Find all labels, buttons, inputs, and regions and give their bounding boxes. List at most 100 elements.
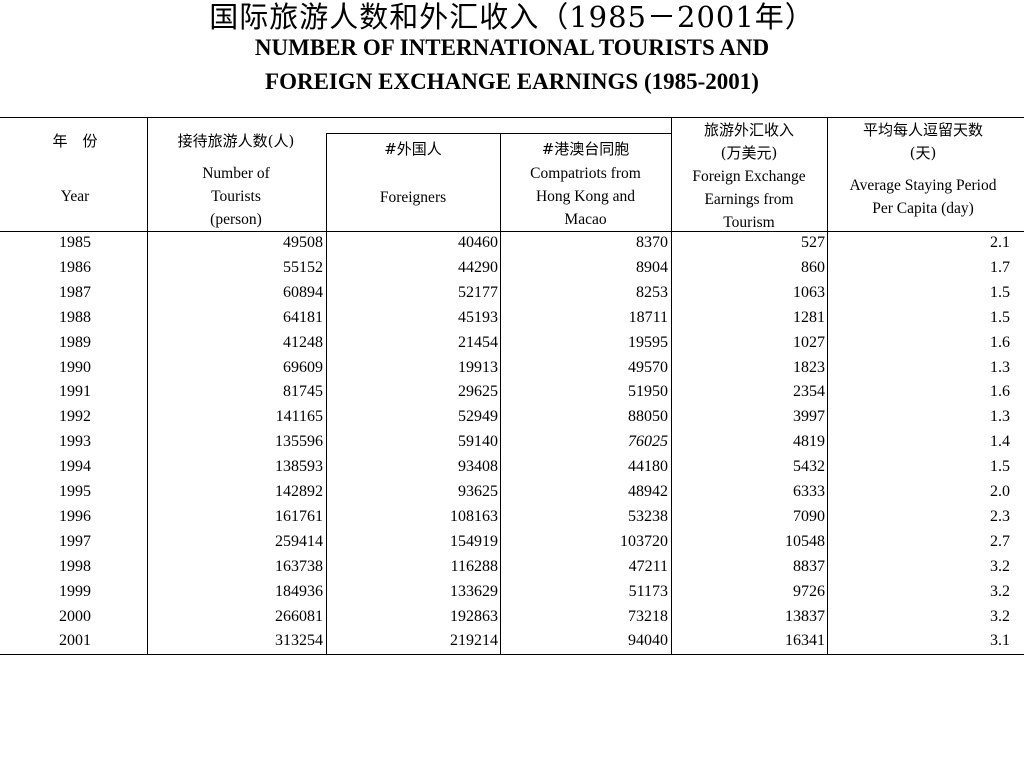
table-row: 1997 259414 154919 103720 10548 2.7 <box>0 530 1024 555</box>
tourists-cell: 184936 <box>275 582 323 600</box>
staying-period-cell: 3.2 <box>990 557 1010 575</box>
foreigners-cell: 52177 <box>458 283 498 301</box>
staying-period-cell: 2.3 <box>990 507 1010 525</box>
compatriots-cell: 94040 <box>628 632 668 650</box>
year-cell: 1996 <box>59 507 91 525</box>
header-compatriots-en2: Hong Kong and <box>535 188 636 205</box>
foreigners-cell: 192863 <box>450 607 498 625</box>
staying-period-cell: 1.7 <box>990 258 1010 276</box>
compatriots-cell: 8370 <box>636 234 668 251</box>
table-row: 1990 69609 19913 49570 1823 1.3 <box>0 356 1024 381</box>
compatriots-cell: 19595 <box>628 333 668 351</box>
year-cell: 1997 <box>59 532 91 550</box>
header-stay-cn2: (天) <box>909 144 937 162</box>
tourists-cell: 142892 <box>275 483 323 500</box>
header-tourists: 接待旅游人数(人) Number of Tourists (person) <box>148 130 324 231</box>
header-stay: 平均每人逗留天数 (天) Average Staying Period Per … <box>828 119 1018 220</box>
staying-period-cell: 2.7 <box>990 532 1010 550</box>
tourists-cell: 69609 <box>283 358 323 376</box>
tourists-cell: 49508 <box>283 234 323 251</box>
fx-earnings-cell: 4819 <box>793 433 825 451</box>
compatriots-cell: 73218 <box>628 607 668 625</box>
tourists-cell: 266081 <box>275 607 323 625</box>
table-row: 1999 184936 133629 51173 9726 3.2 <box>0 580 1024 605</box>
table-row: 1994 138593 93408 44180 5432 1.5 <box>0 455 1024 480</box>
header-compatriots: #港澳台同胞 Compatriots from Hong Kong and Ma… <box>501 138 670 231</box>
foreigners-cell: 219214 <box>450 632 498 650</box>
year-cell: 1987 <box>59 283 91 301</box>
header-fx-en1: Foreign Exchange <box>692 168 806 185</box>
table-bottom-rule <box>0 654 1024 655</box>
header-tourists-en3: (person) <box>210 211 262 228</box>
fx-earnings-cell: 16341 <box>785 632 825 650</box>
header-year-en: Year <box>60 188 90 205</box>
compatriots-cell: 8253 <box>636 283 668 301</box>
tourists-cell: 313254 <box>275 632 323 650</box>
header-fx-en3: Tourism <box>723 214 775 231</box>
staying-period-cell: 3.1 <box>990 632 1010 650</box>
compatriots-cell: 47211 <box>628 557 668 575</box>
col-divider-5 <box>827 117 828 654</box>
tourists-cell: 141165 <box>275 408 323 426</box>
foreigners-cell: 29625 <box>458 383 498 401</box>
year-cell: 1993 <box>59 433 91 451</box>
table-row: 1988 64181 45193 18711 1281 1.5 <box>0 306 1024 331</box>
staying-period-cell: 3.2 <box>990 607 1010 625</box>
header-compatriots-cn: #港澳台同胞 <box>541 140 630 158</box>
staying-period-cell: 1.3 <box>990 358 1010 376</box>
fx-earnings-cell: 7090 <box>793 507 825 525</box>
staying-period-cell: 2.0 <box>990 483 1010 500</box>
foreigners-cell: 21454 <box>458 333 498 351</box>
table-row: 1985 49508 40460 8370 527 2.1 <box>0 231 1024 256</box>
foreigners-cell: 44290 <box>458 258 498 276</box>
fx-earnings-cell: 3997 <box>793 408 825 426</box>
year-cell: 1992 <box>59 408 91 426</box>
compatriots-cell: 48942 <box>628 483 668 500</box>
tourists-cell: 161761 <box>275 507 323 525</box>
header-tourists-en1: Number of <box>202 165 270 182</box>
year-cell: 2000 <box>59 607 91 625</box>
table-top-rule <box>0 117 1024 118</box>
tourists-cell: 64181 <box>283 308 323 326</box>
year-cell: 1998 <box>59 557 91 575</box>
table-row: 1993 135596 59140 76025 4819 1.4 <box>0 430 1024 455</box>
foreigners-cell: 108163 <box>450 507 498 525</box>
foreigners-cell: 154919 <box>450 532 498 550</box>
header-compatriots-en3: Macao <box>564 211 607 228</box>
header-fx-cn2: (万美元) <box>720 144 778 162</box>
table-row: 1995 142892 93625 48942 6333 2.0 <box>0 480 1024 505</box>
tourists-cell: 55152 <box>283 258 323 276</box>
tourists-cell: 259414 <box>275 532 323 550</box>
header-compatriots-en1: Compatriots from <box>530 165 641 182</box>
table-row: 1986 55152 44290 8904 860 1.7 <box>0 256 1024 281</box>
foreigners-cell: 40460 <box>458 234 498 251</box>
fx-earnings-cell: 5432 <box>793 458 825 476</box>
fx-earnings-cell: 13837 <box>785 607 825 625</box>
fx-earnings-cell: 10548 <box>785 532 825 550</box>
tourists-cell: 60894 <box>283 283 323 301</box>
tourists-cell: 135596 <box>275 433 323 451</box>
header-year: 年 份 Year <box>40 130 110 208</box>
staying-period-cell: 1.5 <box>990 308 1010 326</box>
staying-period-cell: 1.6 <box>990 333 1010 351</box>
header-stay-cn1: 平均每人逗留天数 <box>862 121 983 139</box>
table-row: 1987 60894 52177 8253 1063 1.5 <box>0 281 1024 306</box>
tourists-cell: 41248 <box>283 333 323 351</box>
foreigners-cell: 45193 <box>458 308 498 326</box>
header-subdivider-rule <box>326 133 671 134</box>
header-fx-en2: Earnings from <box>704 191 794 208</box>
compatriots-cell: 76025 <box>628 433 668 451</box>
compatriots-cell: 8904 <box>636 258 668 276</box>
page-title-chinese: 国际旅游人数和外汇收入（1985－2001年） <box>209 0 815 34</box>
year-cell: 1990 <box>59 358 91 376</box>
compatriots-cell: 88050 <box>628 408 668 426</box>
year-cell: 1991 <box>59 383 91 401</box>
compatriots-cell: 18711 <box>628 308 668 326</box>
staying-period-cell: 2.1 <box>990 234 1010 251</box>
header-fx: 旅游外汇收入 (万美元) Foreign Exchange Earnings f… <box>672 119 826 234</box>
table-row: 1991 81745 29625 51950 2354 1.6 <box>0 380 1024 405</box>
tourists-cell: 81745 <box>283 383 323 401</box>
fx-earnings-cell: 1823 <box>793 358 825 376</box>
compatriots-cell: 103720 <box>620 532 668 550</box>
year-cell: 1995 <box>59 483 91 500</box>
